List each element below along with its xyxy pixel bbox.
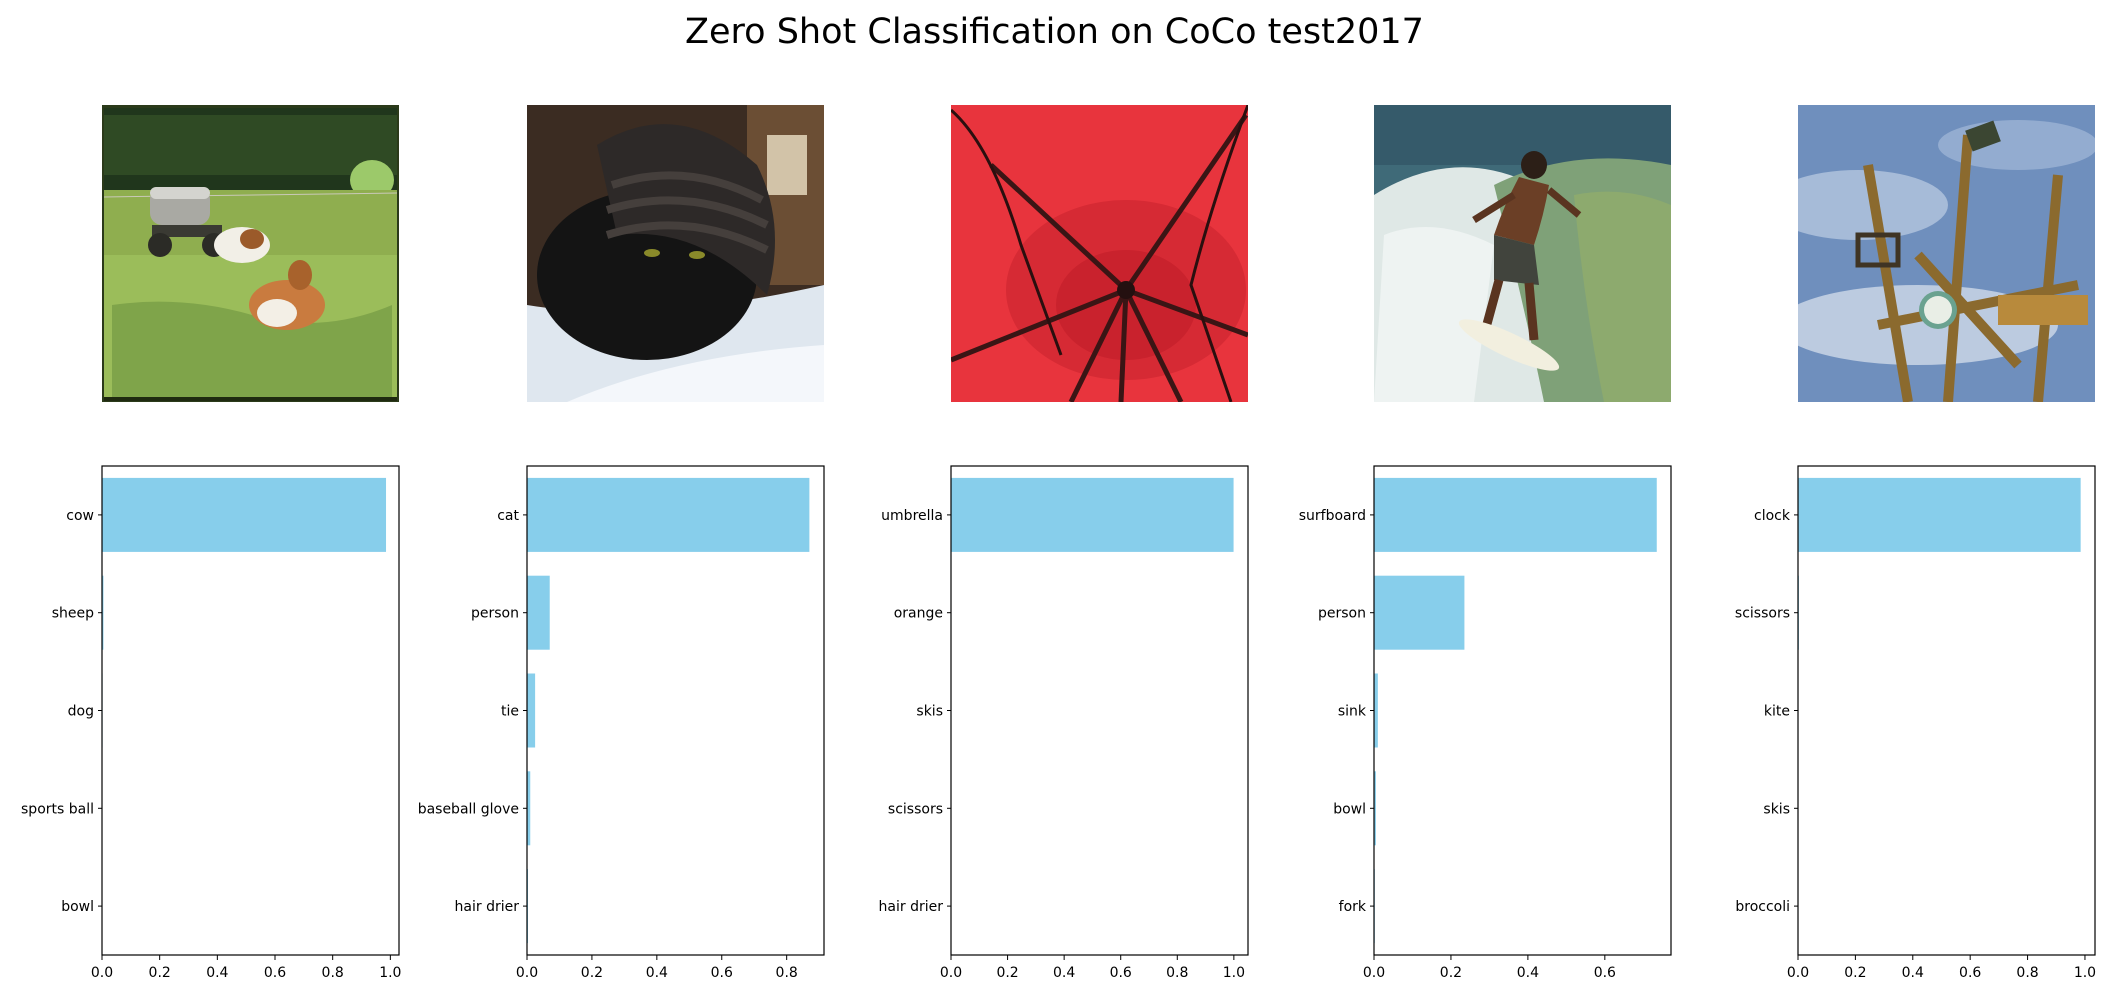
x-tick-label: 0.8 [322,965,344,981]
y-tick-label: sink [1338,704,1367,720]
x-tick-label: 0.4 [1053,965,1075,981]
x-tick-label: 0.4 [646,965,668,981]
axes-frame [526,465,825,956]
axes-frame [1797,465,2096,956]
x-tick-label: 0.6 [1594,965,1616,981]
x-tick-label: 0.2 [149,965,171,981]
bar-chart-1: cow sheep dog sports ball bowl 0.0 0.2 0.4 0.6 0.… [21,465,401,981]
y-tick-label: sports ball [21,801,94,817]
bar-cat [527,477,810,552]
x-tick-label: 0.2 [1440,965,1462,981]
y-tick-label: surfboard [1299,508,1366,524]
cow-pasture-image [102,105,399,402]
x-tick-label: 0.6 [1959,965,1981,981]
x-tick-label: 0.6 [711,965,733,981]
y-tick-label: kite [1764,704,1790,720]
bar-surfboard [1374,477,1657,552]
figure-title: Zero Shot Classification on CoCo test201… [685,12,1424,52]
y-tick-label: sheep [52,606,94,622]
x-tick-label: 0.6 [264,965,286,981]
bar-umbrella [951,477,1234,552]
x-tick-label: 0.8 [776,965,798,981]
y-tick-label: hair drier [879,899,944,915]
x-tick-label: 0.0 [91,965,113,981]
bar-cow [102,477,387,552]
y-tick-label: hair drier [455,899,520,915]
axes-frame [101,465,400,956]
x-tick-label: 0.4 [1902,965,1924,981]
bar-chart-2: cat person tie baseball glove hair drier 0.0 0… [418,465,825,981]
x-tick-label: 0.2 [996,965,1018,981]
y-tick-label: cat [497,508,519,524]
y-tick-label: dog [68,704,94,720]
y-tick-label: person [1318,606,1366,622]
bar-tie [527,673,536,748]
bar-person [527,575,550,650]
y-tick-label: orange [894,606,943,622]
y-tick-label: bowl [61,899,94,915]
x-tick-label: 0.0 [1787,965,1809,981]
y-tick-label: umbrella [881,508,943,524]
y-tick-label: skis [916,704,943,720]
red-umbrella-image [951,105,1248,402]
bar-bowl [1374,771,1376,846]
x-tick-label: 0.6 [1110,965,1132,981]
x-tick-label: 1.0 [379,965,401,981]
x-tick-label: 0.0 [516,965,538,981]
y-tick-label: skis [1763,801,1790,817]
y-tick-label: scissors [1735,606,1790,622]
axes-frame [950,465,1249,956]
x-tick-label: 1.0 [2074,965,2096,981]
bar-chart-3: umbrella orange skis scissors hair drier 0.0 0… [879,465,1249,981]
bar-chart-5: clock scissors kite skis broccoli 0.0 0.2 0.4 0.… [1735,465,2096,981]
surfer-image [1374,105,1671,402]
bar-chart-4: surfboard person sink bowl fork 0.0 0.2 0.4 0.6 [1299,465,1672,981]
bar-clock [1798,477,2081,552]
y-tick-label: tie [501,704,519,720]
y-tick-label: clock [1754,508,1791,524]
x-tick-label: 0.8 [2016,965,2038,981]
bar-baseball-glove [527,771,531,846]
bar-sheep [102,575,104,650]
y-tick-label: baseball glove [418,801,519,817]
y-tick-label: person [471,606,519,622]
x-tick-label: 0.4 [1517,965,1539,981]
axes-frame [1373,465,1672,956]
y-tick-label: bowl [1333,801,1366,817]
bar-sink [1374,673,1378,748]
y-tick-label: cow [66,508,94,524]
x-tick-label: 1.0 [1223,965,1245,981]
y-tick-label: scissors [888,801,943,817]
y-tick-label: broccoli [1735,899,1790,915]
x-tick-label: 0.4 [206,965,228,981]
x-tick-label: 0.2 [1844,965,1866,981]
x-tick-label: 0.2 [581,965,603,981]
x-tick-label: 0.0 [940,965,962,981]
x-tick-label: 0.8 [1166,965,1188,981]
clock-tower-image [1798,105,2095,402]
black-cat-image [527,105,824,402]
bar-person [1374,575,1465,650]
x-tick-label: 0.0 [1363,965,1385,981]
y-tick-label: fork [1339,899,1367,915]
